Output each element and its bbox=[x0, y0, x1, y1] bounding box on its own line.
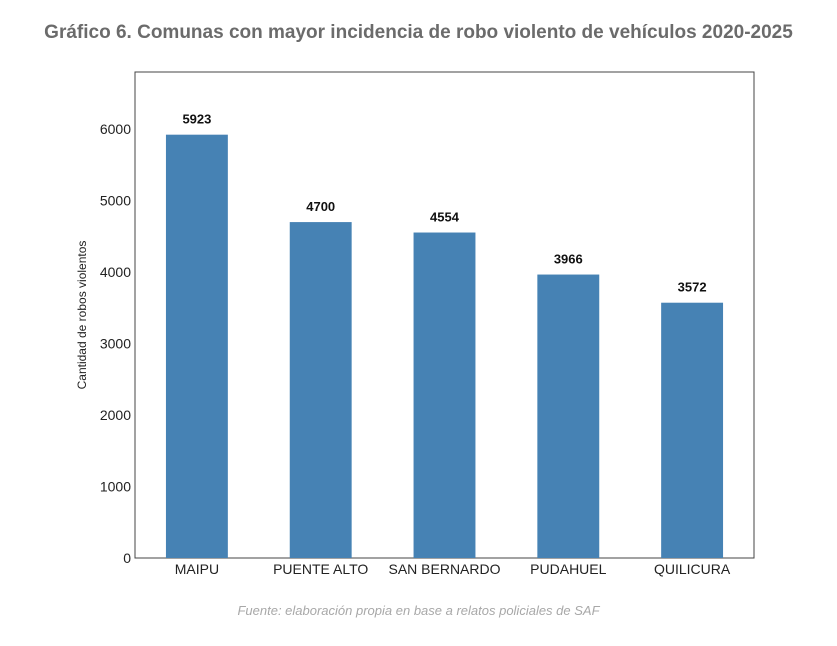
y-tick-label: 6000 bbox=[100, 121, 131, 137]
y-axis-label: Cantidad de robos violentos bbox=[75, 241, 89, 390]
bars-group bbox=[165, 134, 724, 559]
chart-title: Gráfico 6. Comunas con mayor incidencia … bbox=[44, 22, 793, 43]
bar-value-label: 3966 bbox=[554, 252, 583, 267]
y-tick-label: 5000 bbox=[100, 193, 131, 209]
bar bbox=[289, 222, 352, 558]
bar-value-label: 5923 bbox=[182, 112, 211, 127]
x-tick-label: PUENTE ALTO bbox=[273, 561, 368, 577]
x-tick-label: SAN BERNARDO bbox=[388, 561, 500, 577]
bar-value-label: 4700 bbox=[306, 199, 335, 214]
y-tick-label: 4000 bbox=[100, 264, 131, 280]
x-tick-label: PUDAHUEL bbox=[530, 561, 606, 577]
y-tick-label: 2000 bbox=[100, 407, 131, 423]
y-tick-label: 3000 bbox=[100, 336, 131, 352]
data-labels-group: 5923 4700 4554 3966 3572 bbox=[182, 112, 706, 295]
bar bbox=[537, 274, 600, 558]
y-tick-label: 0 bbox=[123, 550, 131, 566]
x-tick-label: MAIPU bbox=[175, 561, 219, 577]
bar-value-label: 3572 bbox=[678, 280, 707, 295]
bar bbox=[413, 232, 476, 558]
x-tick-label: QUILICURA bbox=[654, 561, 731, 577]
source-note: Fuente: elaboración propia en base a rel… bbox=[237, 603, 600, 618]
bar bbox=[165, 134, 228, 559]
bar bbox=[661, 302, 724, 558]
y-axis-ticks: 0 1000 2000 3000 4000 5000 6000 bbox=[100, 121, 131, 566]
bar-value-label: 4554 bbox=[430, 210, 460, 225]
y-tick-label: 1000 bbox=[100, 479, 131, 495]
x-axis-ticks: MAIPU PUENTE ALTO SAN BERNARDO PUDAHUEL QUIL… bbox=[175, 561, 731, 577]
